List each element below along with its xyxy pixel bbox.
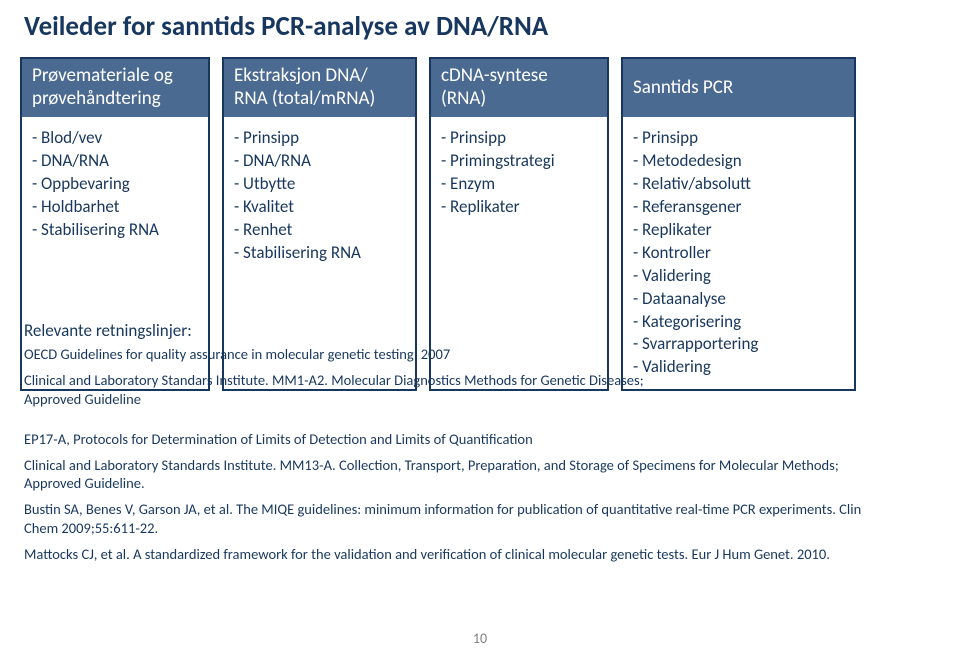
list-item: - DNA/RNA	[32, 150, 198, 173]
list-item: - Replikater	[441, 196, 597, 219]
list-item: - Prinsipp	[234, 127, 405, 150]
list-item: - Replikater	[633, 219, 844, 242]
list-item: - Kvalitet	[234, 196, 405, 219]
page-title: Veileder for sanntids PCR-analyse av DNA…	[24, 10, 940, 43]
header-line-1: Prøvemateriale og	[32, 65, 198, 88]
list-item: - Utbytte	[234, 173, 405, 196]
list-item: - Dataanalyse	[633, 288, 844, 311]
list-item: - Kontroller	[633, 242, 844, 265]
header-line-2: RNA (total/mRNA)	[234, 88, 405, 111]
col-header: Ekstraksjon DNA/ RNA (total/mRNA)	[224, 59, 415, 117]
reference-line: OECD Guidelines for quality assurance in…	[24, 345, 664, 363]
reference-line: Clinical and Laboratory Standards Instit…	[24, 456, 894, 492]
reference-line: Bustin SA, Benes V, Garson JA, et al. Th…	[24, 500, 894, 536]
list-item: - Enzym	[441, 173, 597, 196]
list-item: - Prinsipp	[441, 127, 597, 150]
list-item: - Validering	[633, 265, 844, 288]
header-line-1: Sanntids PCR	[633, 77, 844, 100]
col-header: Prøvemateriale og prøvehåndtering	[22, 59, 208, 117]
reference-line: Clinical and Laboratory Standars Institu…	[24, 371, 664, 407]
list-item: - Holdbarhet	[32, 196, 198, 219]
list-item: - Renhet	[234, 219, 405, 242]
references-block-lower: EP17-A, Protocols for Determination of L…	[24, 430, 894, 571]
list-item: - Prinsipp	[633, 127, 844, 150]
references-block: Relevante retningslinjer: OECD Guideline…	[24, 314, 664, 416]
reference-line: EP17-A, Protocols for Determination of L…	[24, 430, 894, 448]
list-item: - Oppbevaring	[32, 173, 198, 196]
list-item: - Relativ/absolutt	[633, 173, 844, 196]
col-header: Sanntids PCR	[623, 59, 854, 117]
list-item: - Stabilisering RNA	[32, 219, 198, 242]
header-line-1: Ekstraksjon DNA/	[234, 65, 405, 88]
list-item: - Referansgener	[633, 196, 844, 219]
list-item: - Kategorisering	[633, 311, 844, 334]
list-item: - Blod/vev	[32, 127, 198, 150]
header-line-2: (RNA)	[441, 88, 597, 111]
col-header: cDNA-syntese (RNA)	[431, 59, 607, 117]
list-item: - DNA/RNA	[234, 150, 405, 173]
references-title: Relevante retningslinjer:	[24, 320, 664, 341]
list-item: - Primingstrategi	[441, 150, 597, 173]
header-line-1: cDNA-syntese	[441, 65, 597, 88]
list-item: - Validering	[633, 356, 844, 379]
list-item: - Stabilisering RNA	[234, 242, 405, 265]
list-item: - Svarrapportering	[633, 333, 844, 356]
list-item: - Metodedesign	[633, 150, 844, 173]
header-line-2: prøvehåndtering	[32, 88, 198, 111]
page-number: 10	[0, 630, 960, 647]
reference-line: Mattocks CJ, et al. A standardized frame…	[24, 545, 894, 563]
